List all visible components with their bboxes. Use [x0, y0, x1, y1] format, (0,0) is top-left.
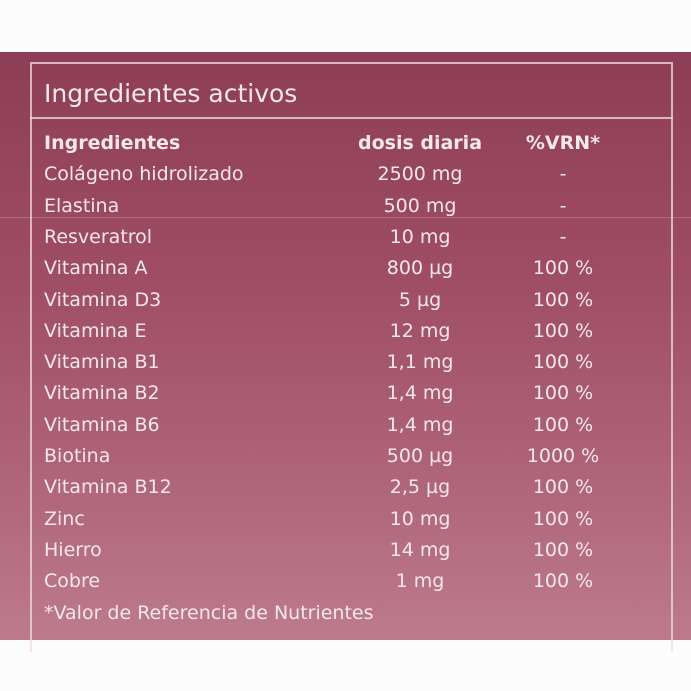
- vrn-cell: 100 %: [532, 382, 594, 405]
- vrn-cell: 100 %: [532, 319, 594, 342]
- header-daily-dose: dosis diaria: [357, 132, 483, 154]
- daily-dose-cell: 1,1 mg: [386, 351, 454, 374]
- footnote: *Valor de Referencia de Nutrientes: [44, 601, 374, 624]
- ingredient-cell: Cobre: [44, 570, 101, 593]
- header-ingredient: Ingredientes: [44, 132, 181, 154]
- ingredient-cell: Vitamina D3: [44, 288, 162, 311]
- ingredient-cell: Biotina: [44, 445, 111, 467]
- title: Ingredientes activos: [44, 79, 298, 108]
- daily-dose-cell: 500 mg: [383, 194, 457, 217]
- daily-dose-cell: 2500 mg: [377, 163, 463, 186]
- ingredient-cell: Vitamina B1: [44, 351, 160, 374]
- vrn-cell: 100 %: [532, 413, 594, 436]
- fold-line: [0, 217, 691, 218]
- daily-dose-cell: 800 µg: [386, 257, 454, 280]
- daily-dose-cell: 1 mg: [395, 570, 445, 593]
- ingredient-cell: Vitamina B2: [44, 382, 160, 405]
- vrn-cell: 1000 %: [526, 445, 600, 467]
- ingredient-cell: Vitamina A: [44, 257, 148, 280]
- daily-dose-cell: 10 mg: [389, 507, 451, 530]
- vrn-cell: 100 %: [532, 257, 594, 280]
- ingredient-cell: Vitamina E: [44, 319, 147, 342]
- title-rule: [30, 117, 673, 119]
- daily-dose-cell: 10 mg: [389, 225, 451, 248]
- ingredient-cell: Resveratrol: [44, 225, 153, 248]
- ingredient-cell: Hierro: [44, 538, 102, 561]
- ingredient-cell: Vitamina B6: [44, 413, 160, 436]
- daily-dose-cell: 500 µg: [386, 445, 454, 467]
- frame: [30, 62, 673, 652]
- vrn-cell: 100 %: [532, 351, 594, 374]
- vrn-cell: -: [559, 225, 567, 248]
- vrn-cell: 100 %: [532, 507, 594, 530]
- vrn-cell: 100 %: [532, 538, 594, 561]
- vrn-cell: -: [559, 194, 567, 217]
- vrn-cell: 100 %: [532, 476, 594, 499]
- label-panel: Ingredientes activos Ingredientes dosis d…: [0, 52, 691, 652]
- vrn-cell: 100 %: [532, 570, 594, 593]
- ingredient-cell: Colágeno hidrolizado: [44, 163, 244, 186]
- vrn-cell: -: [559, 163, 567, 186]
- daily-dose-cell: 1,4 mg: [386, 382, 454, 405]
- daily-dose-cell: 14 mg: [389, 538, 451, 561]
- ingredient-cell: Vitamina B12: [44, 476, 172, 499]
- ingredient-cell: Elastina: [44, 194, 120, 217]
- ingredient-cell: Zinc: [44, 507, 85, 530]
- vrn-cell: 100 %: [532, 288, 594, 311]
- daily-dose-cell: 12 mg: [389, 319, 451, 342]
- daily-dose-cell: 1,4 mg: [386, 413, 454, 436]
- daily-dose-cell: 2,5 µg: [389, 476, 451, 499]
- header-vrn: %VRN*: [525, 132, 601, 154]
- daily-dose-cell: 5 µg: [398, 288, 442, 311]
